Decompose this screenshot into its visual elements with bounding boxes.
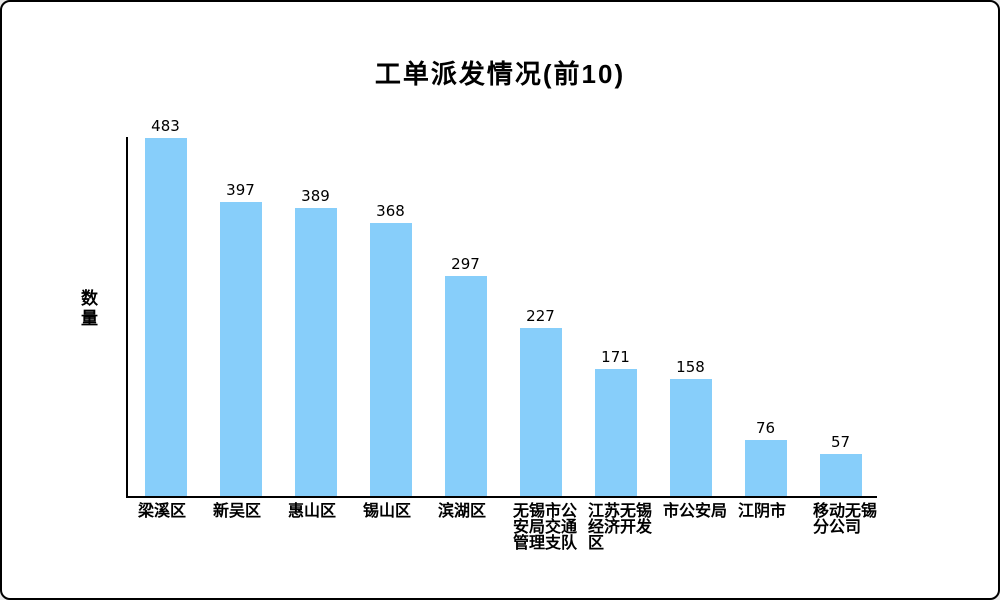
bar-value-label: 57 (830, 433, 851, 451)
x-axis-category-label: 梁溪区 (138, 503, 187, 520)
x-axis-line (126, 496, 877, 498)
bar (219, 202, 262, 496)
x-axis-category-label: 新吴区 (213, 503, 262, 520)
bar-slot: 483 (128, 118, 203, 496)
bar (669, 379, 712, 496)
x-axis-category-label: 滨湖区 (438, 503, 487, 520)
bar-slot: 57 (803, 137, 878, 496)
bar-slot: 368 (353, 137, 428, 496)
bar (744, 440, 787, 496)
bar-slot: 171 (578, 137, 653, 496)
bars-container: 483 397 389 368 297 227 171 158 76 57 (128, 118, 878, 496)
bar-slot: 297 (428, 137, 503, 496)
plot-area: 483 397 389 368 297 227 171 158 76 57 (126, 118, 878, 498)
bar-value-label: 76 (755, 419, 776, 437)
bar-value-label: 389 (301, 187, 330, 205)
bar-slot: 227 (503, 137, 578, 496)
bar-slot: 389 (278, 137, 353, 496)
chart-title: 工单派发情况(前10) (374, 59, 626, 89)
bar (519, 328, 562, 496)
bar (594, 369, 637, 496)
x-axis-category-label: 惠山区 (288, 503, 337, 520)
bar-value-label: 227 (526, 307, 555, 325)
bar (444, 276, 487, 496)
x-axis-category-label: 市公安局 (663, 503, 728, 520)
x-axis-category-label: 江苏无锡经济开发区 (588, 503, 653, 552)
bar-slot: 158 (653, 137, 728, 496)
bar-slot: 397 (203, 137, 278, 496)
bar-value-label: 297 (451, 255, 480, 273)
bar-value-label: 397 (226, 181, 255, 199)
bar-value-label: 171 (601, 348, 630, 366)
x-axis-category-label: 锡山区 (363, 503, 412, 520)
bar-value-label: 483 (151, 117, 180, 135)
bar (819, 454, 862, 496)
bar (294, 208, 337, 496)
x-axis-category-label: 江阴市 (738, 503, 787, 520)
x-axis-category-label: 移动无锡分公司 (813, 503, 878, 536)
bar-slot: 76 (728, 137, 803, 496)
bar (144, 138, 187, 496)
x-axis-labels: 梁溪区 新吴区 惠山区 锡山区 滨湖区 无锡市公安局交通管理支队 江苏无锡经济开发区 市公安局… (128, 504, 878, 552)
y-axis-line (126, 137, 128, 498)
bar-value-label: 368 (376, 202, 405, 220)
y-axis-label: 数量 (81, 289, 98, 328)
x-axis-category-label: 无锡市公安局交通管理支队 (513, 503, 578, 552)
bar-value-label: 158 (676, 358, 705, 376)
bar (369, 223, 412, 496)
